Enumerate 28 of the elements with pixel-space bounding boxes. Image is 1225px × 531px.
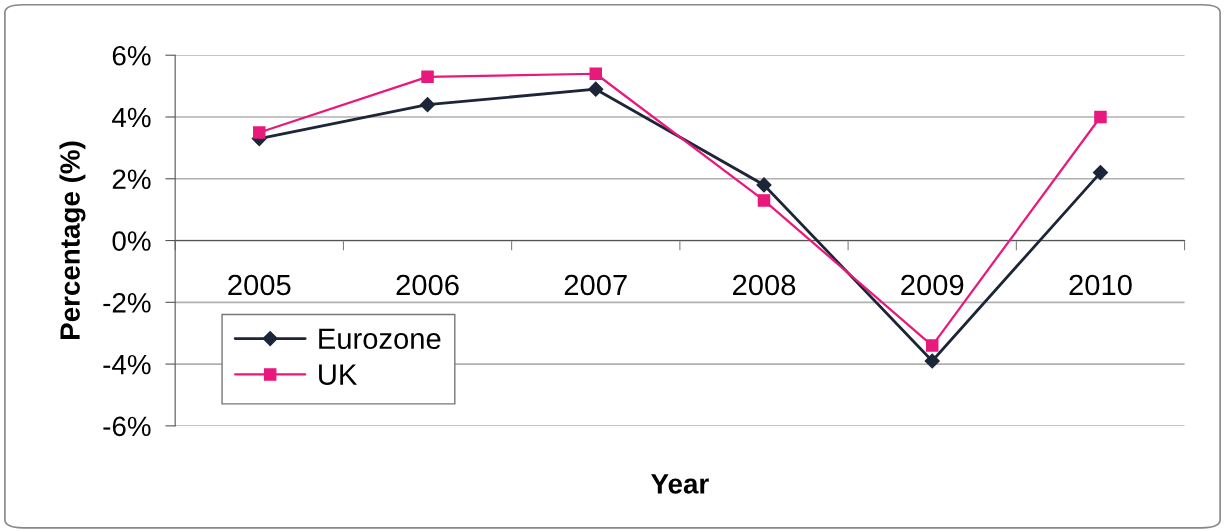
point bbox=[589, 67, 603, 81]
point bbox=[757, 194, 771, 207]
x-tick-label: 2007 bbox=[564, 274, 627, 296]
y-tick-label: 0% bbox=[112, 231, 151, 251]
point bbox=[421, 70, 434, 84]
point bbox=[588, 81, 604, 97]
x-tick-label: 2005 bbox=[228, 274, 291, 296]
point bbox=[253, 126, 266, 139]
x-tick-label: 2010 bbox=[1069, 274, 1132, 296]
legend-label: Eurozone bbox=[319, 328, 441, 350]
point bbox=[924, 353, 940, 369]
y-tick-label: 2% bbox=[112, 169, 151, 189]
legend-label: UK bbox=[319, 364, 358, 385]
y-tick-label: -4% bbox=[103, 354, 151, 375]
point bbox=[756, 177, 772, 193]
x-tick-label: 2008 bbox=[733, 274, 796, 296]
x-tick-label: 2006 bbox=[396, 274, 459, 296]
point bbox=[419, 97, 436, 113]
y-tick-label: -2% bbox=[103, 292, 151, 313]
y-tick-label: 6% bbox=[112, 45, 151, 66]
y-tick-label: 4% bbox=[112, 107, 151, 128]
x-axis-title: Year bbox=[650, 474, 709, 494]
point bbox=[925, 339, 939, 352]
x-tick-label: 2009 bbox=[901, 274, 964, 296]
point bbox=[1094, 110, 1107, 124]
y-axis-title: Percentage (%) bbox=[59, 141, 86, 340]
point bbox=[1092, 165, 1109, 181]
y-tick-label: -6% bbox=[103, 416, 151, 437]
